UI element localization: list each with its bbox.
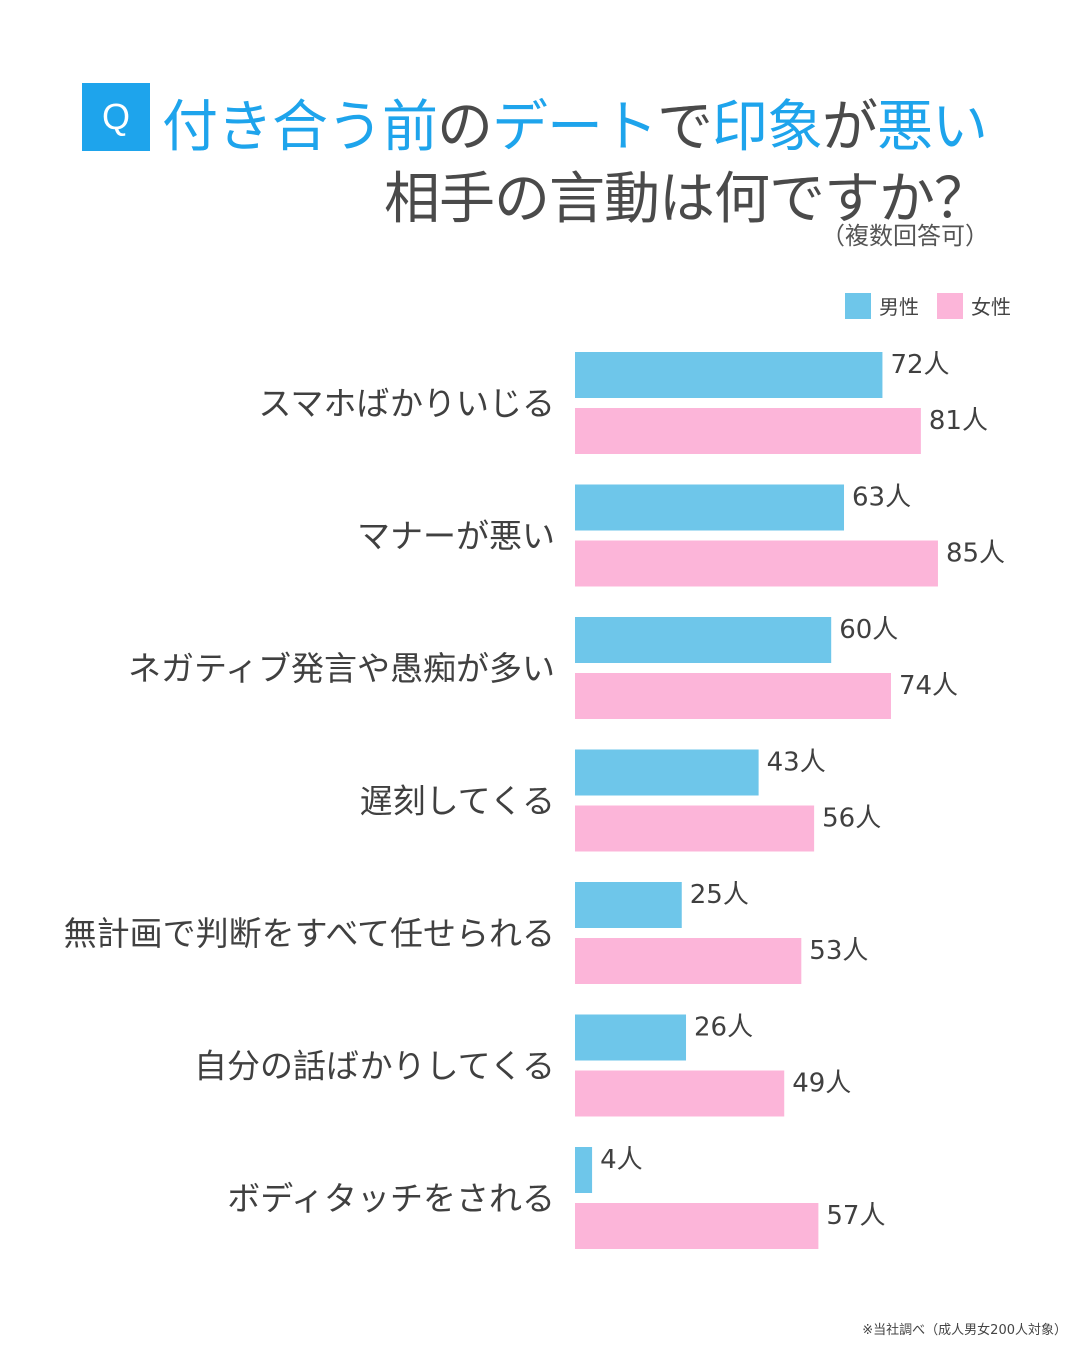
title-segment: 悪い [877,95,988,160]
category-label: スマホばかりいじる [258,384,555,423]
bar-female [575,540,938,587]
bar-male [575,1014,687,1061]
legend-label-female: 女性 [971,295,1011,319]
question-badge: Q [82,83,150,151]
bar-male [575,352,883,398]
bar-female [575,408,921,454]
title-segment: の [437,95,493,160]
category-label: 自分の話ばかりしてくる [194,1047,555,1086]
category-label: 無計画で判断をすべて任せられる [64,914,555,953]
title-segment: 印象 [712,95,823,160]
footnote: ※当社調べ（成人男女200人対象） [862,1323,1067,1338]
value-label-male: 63人 [852,483,911,513]
value-label-male: 4人 [600,1145,643,1175]
bar-male [575,749,759,796]
title-segment: デート [492,95,658,160]
legend-item-female: 女性 [937,291,1011,320]
bar-female [575,1070,785,1117]
value-label-female: 81人 [929,406,988,436]
multiple-answer-note: （複数回答可） [821,222,989,250]
bar-male [575,1147,593,1193]
title-segment: が [822,95,878,160]
bar-male [575,882,682,928]
value-label-male: 43人 [767,748,826,778]
category-label: ボディタッチをされる [227,1179,555,1218]
legend-item-male: 男性 [845,291,919,320]
value-label-female: 57人 [826,1201,885,1231]
title-line-1: 付き合う前のデートで印象が悪い [162,82,988,163]
legend-label-male: 男性 [879,295,919,319]
legend: 男性 女性 [827,291,1011,320]
value-label-male: 60人 [839,615,898,645]
value-label-female: 74人 [899,671,958,701]
title-line-2: 相手の言動は何ですか？ [384,167,990,232]
bar-female [575,805,815,852]
value-label-male: 72人 [890,350,949,380]
value-label-female: 85人 [946,539,1005,569]
category-label: 遅刻してくる [360,782,555,821]
bar-male [575,617,832,663]
bar-female [575,1203,819,1249]
title-segment: 付き合う前 [162,95,438,160]
value-label-female: 49人 [792,1069,851,1099]
category-label: ネガティブ発言や愚痴が多い [128,649,555,688]
value-label-female: 56人 [822,804,881,834]
bar-female [575,938,802,984]
title-segment: で [657,95,713,160]
value-label-female: 53人 [809,936,868,966]
legend-swatch-male [845,292,871,319]
category-label: マナーが悪い [357,517,555,556]
value-label-male: 26人 [694,1013,753,1043]
legend-swatch-female [937,292,963,319]
value-label-male: 25人 [690,880,749,910]
bar-female [575,673,891,719]
bar-male [575,484,845,531]
